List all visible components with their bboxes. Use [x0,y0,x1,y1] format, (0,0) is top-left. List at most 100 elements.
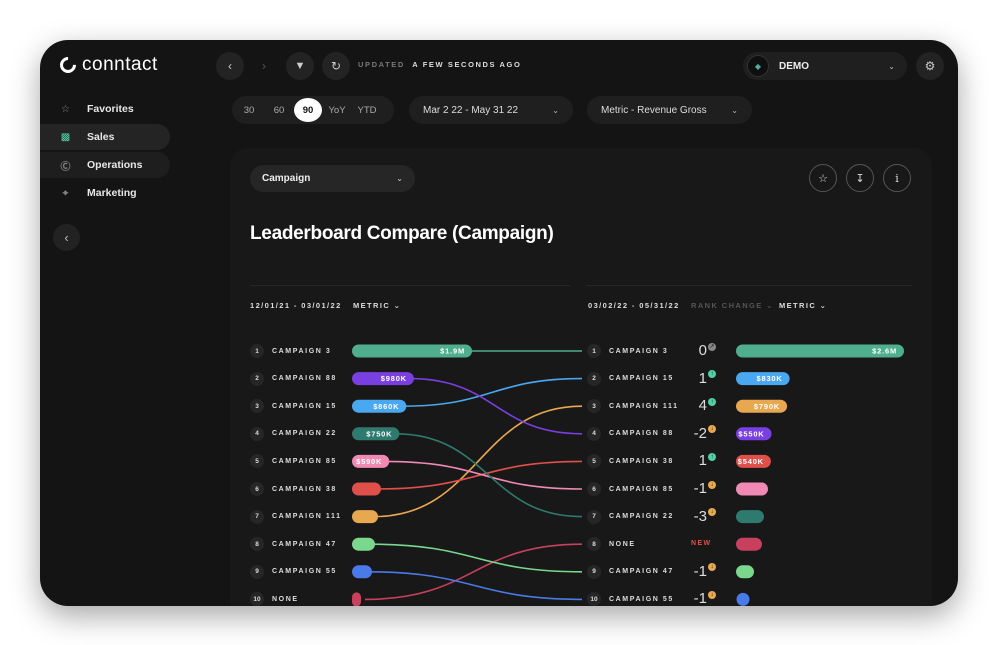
rank-badge: 3 [587,399,601,414]
connector-line [373,405,583,518]
left-row[interactable]: 10 NONE [250,592,299,606]
collapse-sidebar-button[interactable]: ‹ [53,224,80,251]
right-bar [736,372,790,386]
right-row[interactable]: 10 CAMPAIGN 55 [587,592,674,606]
rank-badge: 6 [250,482,264,496]
chevron-down-icon: ⌄ [393,301,402,310]
chevron-down-icon: ⌄ [396,174,403,183]
campaign-name: CAMPAIGN 3 [609,347,669,355]
connector-line [402,377,583,407]
right-row[interactable]: 8 NONE [587,537,636,552]
sidebar-item-operations[interactable]: Ⓒ Operations [40,152,170,178]
left-row[interactable]: 9 CAMPAIGN 55 [250,564,337,579]
rank-badge: 8 [587,537,601,552]
left-bar [352,510,378,524]
rank-badge: 4 [250,426,264,441]
range-option-60[interactable]: 60 [273,104,285,116]
left-period-label: 12/01/21 - 03/01/22 [250,301,342,310]
logo-text: conntact [82,54,158,75]
new-badge: NEW [691,540,712,548]
left-row[interactable]: 8 CAMPAIGN 47 [250,537,337,552]
right-bar-label: $550K [738,429,764,438]
filter-button[interactable]: ▼ [286,52,314,80]
metric-value: Metric - Revenue Gross [601,104,707,116]
forward-button[interactable]: › [250,52,278,80]
arrow-down-icon: ↓ [708,480,716,489]
left-row[interactable]: 5 CAMPAIGN 85 [250,454,337,469]
right-row[interactable]: 9 CAMPAIGN 47 [587,564,674,579]
rank-badge: 2 [587,371,601,386]
right-metric-sort[interactable]: METRIC ⌄ [779,301,828,310]
rank-change-value: -1 [693,562,707,580]
logo[interactable]: conntact [56,53,158,77]
sidebar-item-label: Sales [87,131,115,143]
range-option-90[interactable]: 90 [294,98,322,122]
account-selector[interactable]: ◆ DEMO ⌄ [743,52,907,80]
rank-change-value: 1 [698,452,707,470]
left-bar [352,399,407,413]
sidebar-item-favorites[interactable]: ☆ Favorites [40,96,170,122]
range-option-yoy[interactable]: YoY [328,104,346,116]
campaign-name: CAMPAIGN 22 [609,513,674,521]
right-row[interactable]: 5 CAMPAIGN 38 [587,454,674,469]
range-option-ytd[interactable]: YTD [357,104,377,116]
left-row[interactable]: 1 CAMPAIGN 3 [250,344,331,358]
campaign-name: CAMPAIGN 38 [609,457,674,465]
left-row[interactable]: 7 CAMPAIGN 111 [250,509,342,524]
divider [250,285,570,286]
account-logo-icon: ◆ [754,61,762,71]
right-row[interactable]: 4 CAMPAIGN 88 [587,426,674,441]
right-bar [736,592,750,606]
dimension-value: Campaign [262,173,311,184]
arrow-down-icon: ↓ [708,425,716,434]
date-range-dropdown[interactable]: Mar 2 22 - May 31 22 ⌄ [409,96,573,124]
metric-dropdown[interactable]: Metric - Revenue Gross ⌄ [587,96,752,124]
sidebar-item-marketing[interactable]: ⌖ Marketing [40,180,170,206]
right-row[interactable]: 7 CAMPAIGN 22 [587,509,674,524]
right-bar [736,344,904,358]
right-row[interactable]: 6 CAMPAIGN 85 [587,482,674,496]
connector-line [395,433,583,518]
app-window: conntact ‹ › ▼ ↻ UPDATED A FEW SECONDS A… [40,40,958,606]
arrow-up-icon: ↑ [708,370,716,379]
rank-change-value: -1 [693,480,707,497]
favorite-button[interactable]: ☆ [809,164,837,192]
left-bar-label: $750K [366,429,392,438]
campaign-name: CAMPAIGN 88 [272,375,337,383]
arrow-flat-icon: ↗ [708,342,716,351]
rank-change: 1 ↑ [699,370,716,387]
refresh-button[interactable]: ↻ [322,52,350,80]
left-bar [352,482,381,496]
info-button[interactable]: i [883,164,911,192]
left-metric-sort[interactable]: METRIC ⌄ [353,301,402,310]
right-bar [736,399,788,413]
rank-badge: 5 [250,454,264,469]
right-bar-label: $790K [754,402,780,411]
campaign-name: CAMPAIGN 111 [609,402,679,410]
right-row[interactable]: 3 CAMPAIGN 111 [587,399,679,414]
campaign-name: CAMPAIGN 85 [272,457,337,465]
account-avatar: ◆ [747,55,769,77]
left-row[interactable]: 3 CAMPAIGN 15 [250,399,337,414]
right-row[interactable]: 2 CAMPAIGN 15 [587,371,674,386]
sidebar-item-sales[interactable]: ▩ Sales [40,124,170,150]
campaign-name: CAMPAIGN 47 [609,568,674,576]
dimension-dropdown[interactable]: Campaign ⌄ [250,165,415,192]
settings-button[interactable]: ⚙ [916,52,944,80]
rank-change-value: -2 [693,424,707,442]
connector-line [409,377,583,435]
left-row[interactable]: 6 CAMPAIGN 38 [250,482,337,496]
star-icon: ☆ [818,172,828,185]
download-button[interactable]: ↧ [846,164,874,192]
rank-badge: 6 [587,482,601,496]
rank-badge: 3 [250,399,264,414]
left-row[interactable]: 4 CAMPAIGN 22 [250,426,337,441]
right-row[interactable]: 1 CAMPAIGN 3 [587,344,668,358]
range-option-30[interactable]: 30 [243,104,255,116]
rank-change-value: 4 [698,397,707,415]
rank-change-sort[interactable]: RANK CHANGE ⌄ [691,301,774,310]
back-button[interactable]: ‹ [216,52,244,80]
rank-change-value: 1 [698,369,707,387]
right-bar [736,454,771,468]
left-row[interactable]: 2 CAMPAIGN 88 [250,371,337,386]
